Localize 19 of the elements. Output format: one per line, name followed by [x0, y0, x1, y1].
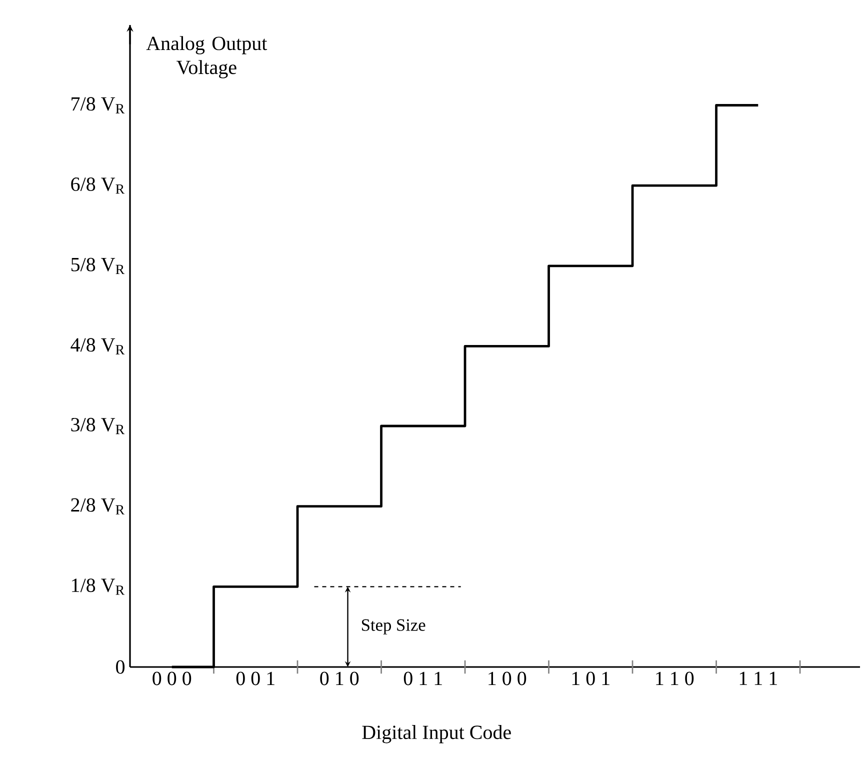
text: 4/8 V$_{R}$: [70, 338, 125, 354]
x-tick-label: 0 1 1: [404, 672, 442, 686]
x-tick-label: 1 1 0: [656, 672, 694, 686]
y-axis-title: Analog Output Voltage: [146, 36, 268, 78]
text: 7/8 V$_{R}$: [72, 97, 125, 114]
x-tick-label: 0 0 0: [152, 672, 192, 686]
text: 6/8 V$_{R}$: [71, 177, 125, 194]
x-axis-title: Digital Input Code: [362, 725, 511, 744]
text: 0: [116, 660, 125, 674]
x-tick-label: 0 0 1: [236, 672, 274, 686]
x-tick-label: 1 0 1: [572, 672, 610, 686]
annotation: Step Size: [362, 619, 426, 634]
text: 3/8 V$_{R}$: [71, 418, 125, 434]
text: 5/8 V$_{R}$: [71, 258, 125, 274]
x-tick-label: 1 1 1: [740, 672, 777, 685]
x-tick-label: 1 0 0: [488, 672, 526, 686]
x-tick-label: 0 1 0: [320, 672, 359, 686]
text: 1/8 V$_{R}$: [72, 578, 125, 595]
text: 2/8 V$_{R}$: [71, 498, 125, 514]
